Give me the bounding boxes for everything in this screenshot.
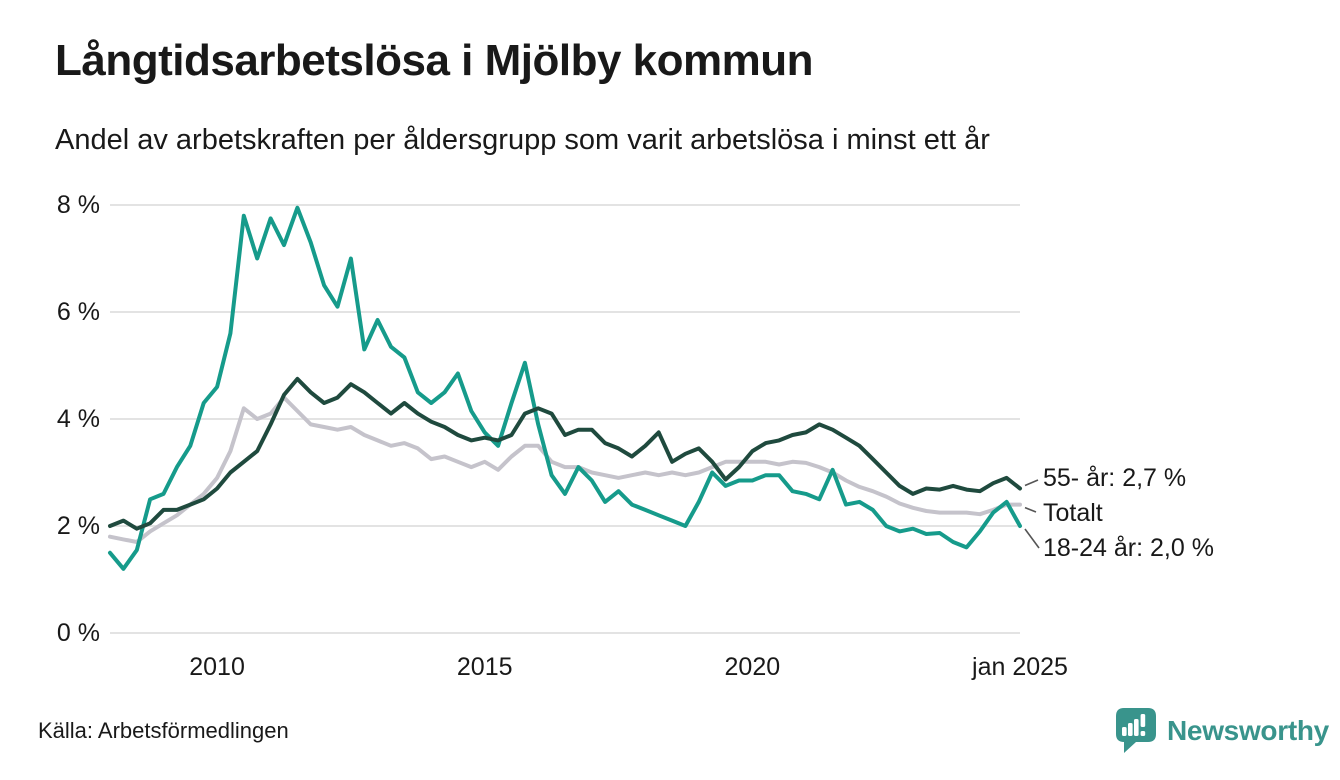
source-note: Källa: Arbetsförmedlingen (38, 718, 289, 743)
x-tick-label: 2020 (724, 653, 781, 681)
newsworthy-logo[interactable]: Newsworthy (1114, 706, 1329, 756)
x-tick-label: jan 2025 (972, 653, 1068, 681)
series-end-label-55: 55- år: 2,7 % (1043, 464, 1187, 492)
y-tick-label: 2 % (56, 512, 100, 540)
y-tick-label: 6 % (56, 298, 100, 326)
series-end-label-totalt: Totalt (1043, 499, 1103, 527)
series-end-label-18-24: 18-24 år: 2,0 % (1043, 534, 1214, 562)
y-tick-label: 8 % (56, 191, 100, 219)
chart-subtitle: Andel av arbetskraften per åldersgrupp s… (55, 124, 990, 156)
y-tick-label: 4 % (56, 405, 100, 433)
x-tick-label: 2015 (456, 653, 513, 681)
newsworthy-wordmark: Newsworthy (1167, 715, 1329, 746)
page-title: Långtidsarbetslösa i Mjölby kommun (55, 36, 814, 85)
y-tick-label: 0 % (56, 619, 100, 647)
newsworthy-icon (1114, 706, 1158, 756)
x-tick-label: 2010 (189, 653, 245, 681)
